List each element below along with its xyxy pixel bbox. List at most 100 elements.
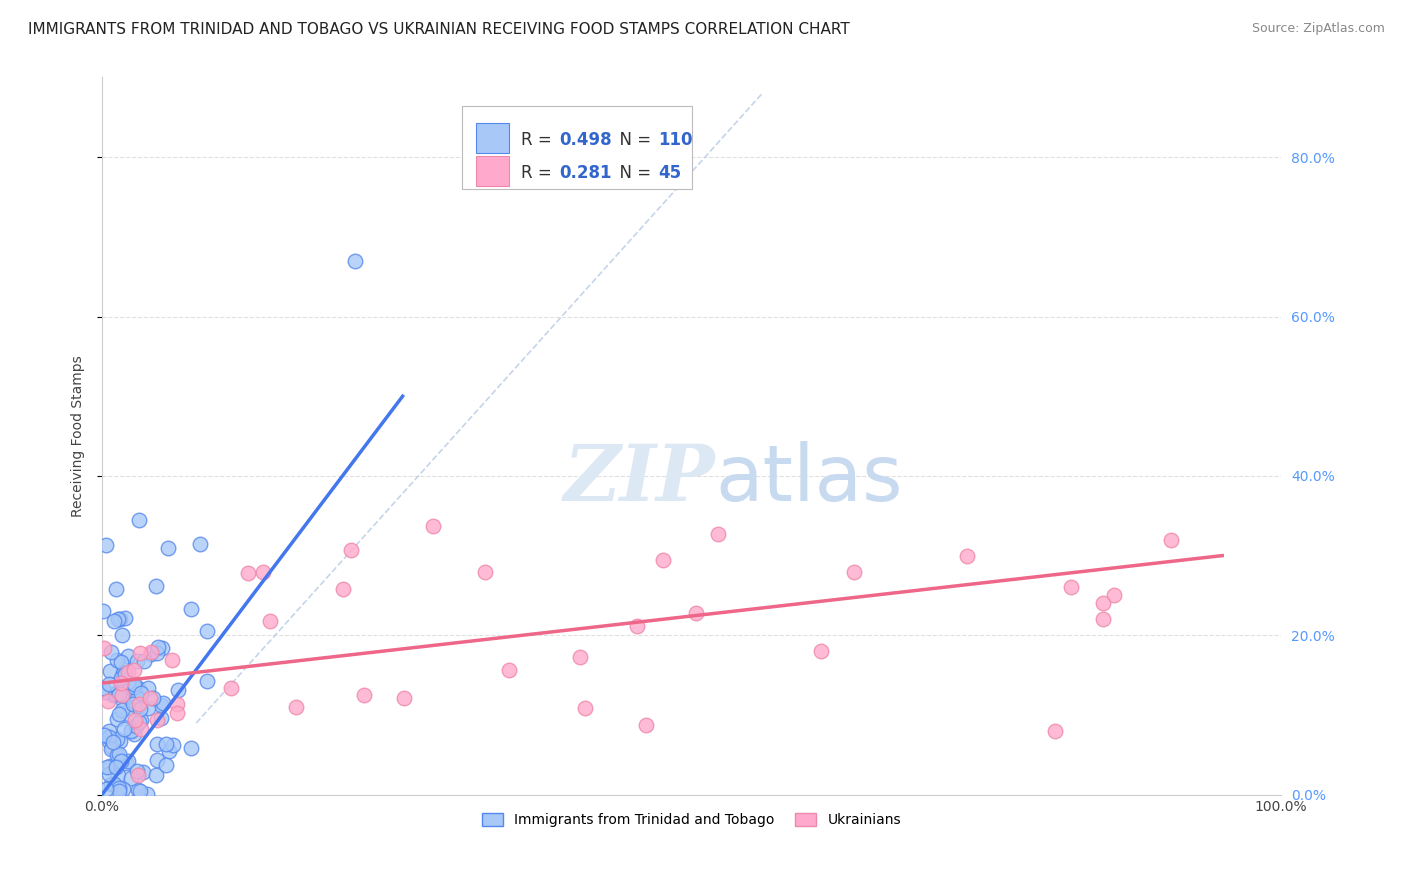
- Point: [111, 703, 134, 717]
- Point: [134, 654, 156, 668]
- Text: 110: 110: [658, 131, 693, 149]
- Point: [111, 692, 134, 706]
- Point: [392, 690, 415, 705]
- Point: [332, 582, 354, 597]
- Point: [166, 706, 188, 720]
- Point: [127, 768, 149, 782]
- Text: R =: R =: [520, 131, 557, 149]
- Point: [114, 610, 136, 624]
- Point: [706, 527, 728, 541]
- Point: [156, 541, 179, 556]
- Point: [810, 644, 832, 658]
- Point: [956, 549, 979, 563]
- Point: [105, 755, 128, 769]
- Point: [284, 700, 307, 714]
- Point: [97, 694, 120, 708]
- Point: [98, 665, 121, 679]
- Point: [146, 713, 169, 727]
- Point: [111, 781, 134, 796]
- Point: [129, 713, 152, 727]
- Point: [91, 604, 114, 618]
- Point: [111, 628, 134, 642]
- Point: [498, 663, 520, 677]
- Point: [105, 653, 128, 667]
- Point: [124, 713, 146, 727]
- Point: [136, 681, 159, 695]
- Point: [103, 688, 125, 702]
- Point: [146, 646, 169, 660]
- Point: [97, 676, 120, 690]
- Point: [93, 641, 115, 656]
- Point: [344, 253, 367, 268]
- Point: [1160, 533, 1182, 547]
- Point: [136, 787, 159, 801]
- Text: ZIP: ZIP: [564, 441, 716, 517]
- Point: [128, 701, 150, 715]
- Point: [127, 782, 149, 797]
- Point: [107, 612, 129, 626]
- Point: [1092, 596, 1115, 610]
- Point: [1091, 612, 1114, 626]
- Point: [236, 566, 259, 580]
- Point: [115, 659, 138, 673]
- Point: [107, 780, 129, 795]
- Point: [112, 669, 135, 683]
- Point: [157, 744, 180, 758]
- Point: [98, 758, 121, 772]
- FancyBboxPatch shape: [461, 106, 692, 188]
- Point: [1102, 589, 1125, 603]
- Text: 45: 45: [658, 164, 682, 182]
- Point: [104, 686, 127, 700]
- Point: [145, 737, 167, 751]
- Point: [166, 697, 188, 711]
- Point: [162, 738, 184, 752]
- Point: [132, 765, 155, 780]
- Point: [110, 676, 132, 690]
- Point: [115, 673, 138, 687]
- Point: [128, 784, 150, 798]
- Text: atlas: atlas: [716, 442, 903, 517]
- Point: [634, 718, 657, 732]
- Point: [98, 724, 121, 739]
- Point: [128, 513, 150, 527]
- Point: [110, 733, 132, 747]
- Point: [180, 602, 202, 616]
- Point: [94, 538, 117, 552]
- Point: [105, 712, 128, 726]
- Point: [474, 565, 496, 579]
- Point: [103, 777, 125, 791]
- Point: [97, 767, 120, 781]
- Point: [128, 698, 150, 712]
- Point: [146, 753, 169, 767]
- Point: [160, 653, 183, 667]
- Point: [117, 754, 139, 768]
- Point: [152, 696, 174, 710]
- Point: [259, 614, 281, 628]
- Point: [844, 565, 866, 579]
- Point: [121, 698, 143, 712]
- Point: [1060, 581, 1083, 595]
- Point: [120, 723, 142, 738]
- Point: [93, 728, 115, 742]
- Point: [139, 645, 162, 659]
- Point: [145, 579, 167, 593]
- Point: [626, 619, 648, 633]
- Point: [103, 615, 125, 629]
- Point: [149, 698, 172, 712]
- Point: [252, 565, 274, 579]
- Text: IMMIGRANTS FROM TRINIDAD AND TOBAGO VS UKRAINIAN RECEIVING FOOD STAMPS CORRELATI: IMMIGRANTS FROM TRINIDAD AND TOBAGO VS U…: [28, 22, 849, 37]
- Point: [100, 777, 122, 791]
- Point: [128, 647, 150, 661]
- Point: [180, 741, 202, 756]
- Point: [685, 607, 707, 621]
- Point: [129, 722, 152, 736]
- Point: [190, 536, 212, 550]
- Point: [136, 700, 159, 714]
- Point: [111, 688, 134, 702]
- Point: [105, 747, 128, 762]
- FancyBboxPatch shape: [475, 155, 509, 186]
- Point: [120, 676, 142, 690]
- Point: [122, 727, 145, 741]
- Y-axis label: Receiving Food Stamps: Receiving Food Stamps: [72, 355, 86, 517]
- Point: [155, 737, 177, 751]
